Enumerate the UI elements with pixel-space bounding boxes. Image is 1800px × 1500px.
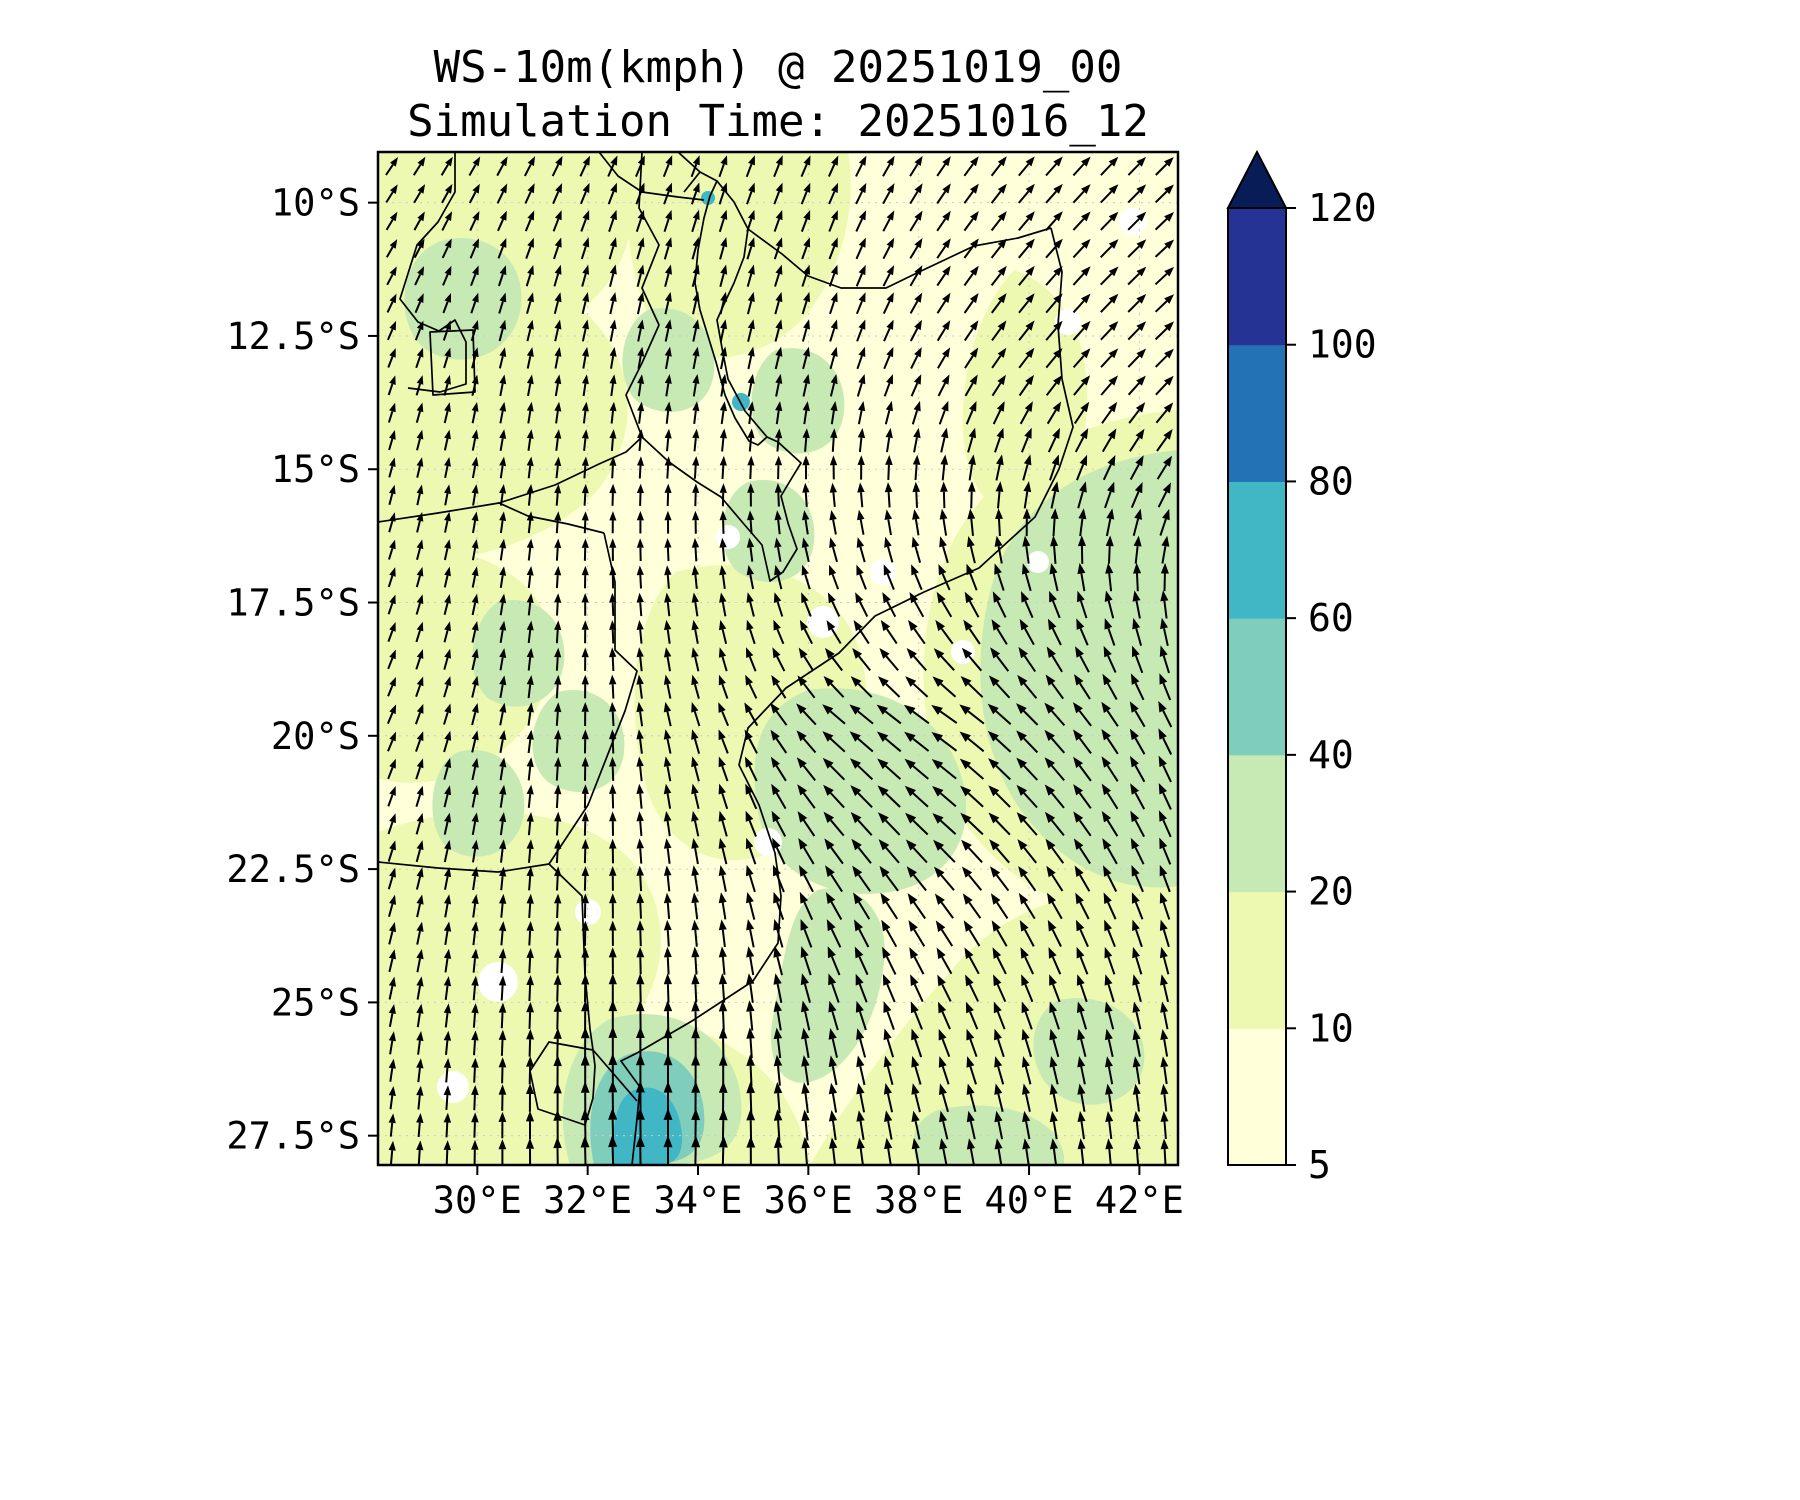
plot-title-line1: WS-10m(kmph) @ 20251019_00 — [434, 42, 1123, 93]
y-tick-label: 10°S — [271, 182, 360, 225]
below-min-spot — [754, 828, 782, 856]
coastline-border-path — [529, 1041, 596, 1126]
coastline-border-path — [548, 532, 638, 865]
coastline-border-path — [429, 329, 476, 396]
colorbar: 5 10 20 40 60 80 100 120 — [1226, 149, 1377, 1187]
y-tick-label: 22.5°S — [226, 848, 360, 891]
colorbar-segment — [1228, 344, 1286, 482]
colorbar-extend-triangle — [1226, 149, 1288, 209]
colorbar-tick-label: 80 — [1308, 459, 1354, 503]
below-min-spot — [478, 962, 518, 1002]
colorbar-segment — [1228, 891, 1286, 1029]
colorbar-tick-label: 5 — [1308, 1143, 1331, 1187]
coastline-border-path — [548, 863, 638, 1102]
coastline-border-path — [677, 152, 718, 193]
wind-vector-layer — [385, 155, 1175, 1165]
x-tick-label: 36°E — [764, 1179, 853, 1222]
colorbar-tick-label: 40 — [1308, 733, 1354, 777]
below-min-spot — [870, 559, 896, 585]
coastline-border-path — [378, 436, 643, 534]
colorbar-tick-label: 120 — [1308, 186, 1377, 230]
colorbar-segment — [1228, 481, 1286, 619]
coastline-border-path — [625, 152, 802, 582]
below-min-spot — [437, 1071, 469, 1103]
wind-speed-contour-patch — [472, 600, 565, 707]
wind-speed-contour-patch — [532, 690, 625, 792]
x-tick-label: 40°E — [984, 1179, 1073, 1222]
colorbar-segment — [1228, 208, 1286, 346]
y-tick-label: 20°S — [271, 715, 360, 758]
wind-speed-contour-patch — [722, 480, 815, 582]
coastline-border-path — [378, 861, 550, 873]
below-min-spot — [951, 640, 975, 664]
colorbar-segment — [1228, 754, 1286, 893]
below-min-spot — [807, 606, 839, 638]
below-min-spot — [716, 525, 740, 549]
map-fill-layer — [378, 152, 1178, 1165]
x-tick-label: 38°E — [874, 1179, 963, 1222]
coastline-border-layer — [378, 152, 1074, 1165]
wind-arrow-heads — [388, 155, 1175, 1151]
x-tick-label: 30°E — [433, 1179, 522, 1222]
y-tick-label: 25°S — [271, 981, 360, 1024]
wind-speed-contour-patch — [962, 270, 1088, 514]
y-tick-label: 15°S — [271, 448, 360, 491]
x-tick-label: 42°E — [1095, 1179, 1184, 1222]
wind-speed-contour-patch — [627, 152, 851, 358]
wind-speed-contour-patch — [1033, 998, 1145, 1105]
colorbar-segment — [1228, 618, 1286, 756]
below-min-spot — [1119, 208, 1147, 236]
plot-title-line2: Simulation Time: 20251016_12 — [407, 96, 1149, 147]
colorbar-tick-label: 20 — [1308, 870, 1354, 914]
x-axis: 30°E 32°E 34°E 36°E 38°E 40°E 42°E — [433, 1165, 1184, 1222]
colorbar-tick-label: 10 — [1308, 1006, 1354, 1050]
y-tick-label: 12.5°S — [226, 315, 360, 358]
colorbar-segment — [1228, 1028, 1286, 1166]
y-tick-label: 17.5°S — [226, 582, 360, 625]
below-min-spot — [575, 899, 601, 925]
wind-arrow-shafts — [385, 163, 1173, 1165]
coastline-border-path — [399, 152, 467, 393]
y-tick-label: 27.5°S — [226, 1115, 360, 1158]
wind-speed-contour-patch — [751, 348, 845, 454]
wind-speed-contour-patch — [771, 888, 885, 1083]
y-axis: 10°S 12.5°S 15°S 17.5°S 20°S 22.5°S 25°S 27.5°S — [226, 182, 378, 1158]
x-tick-label: 34°E — [653, 1179, 742, 1222]
below-min-spot — [1055, 309, 1081, 335]
colorbar-tick-label: 100 — [1308, 323, 1377, 367]
plot-frame — [376, 150, 1180, 1167]
colorbar-outline — [1227, 207, 1287, 1166]
x-tick-label: 32°E — [543, 1179, 632, 1222]
below-min-spot — [1027, 551, 1049, 573]
coastline-border-path — [620, 227, 1074, 1165]
colorbar-tick-label: 60 — [1308, 596, 1354, 640]
